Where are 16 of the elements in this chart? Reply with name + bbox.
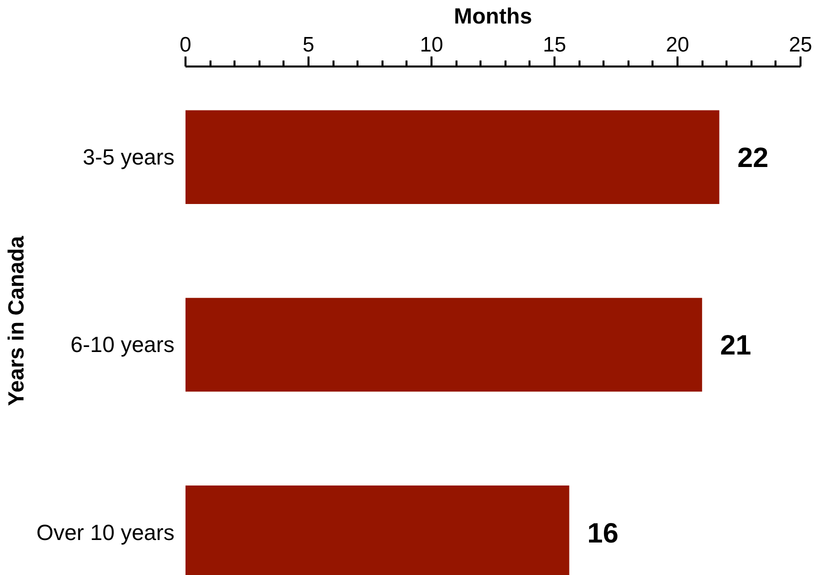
bar [186,298,702,392]
bar [186,110,720,204]
x-tick-label: 15 [542,34,566,56]
x-axis-title: Months [454,4,532,28]
data-label: 16 [587,517,618,548]
data-label: 21 [720,330,752,361]
x-tick-label: 0 [180,34,192,56]
x-tick-label: 5 [302,34,314,56]
y-tick-label: 6-10 years [70,332,175,358]
x-tick-label: 20 [666,34,690,56]
x-tick-label: 10 [420,34,444,56]
y-tick-label: 3-5 years [82,144,175,170]
y-tick-label: Over 10 years [36,520,175,545]
x-tick-label: 25 [788,34,812,56]
y-axis-title: Years in Canada [3,235,28,406]
data-label: 22 [737,142,768,174]
